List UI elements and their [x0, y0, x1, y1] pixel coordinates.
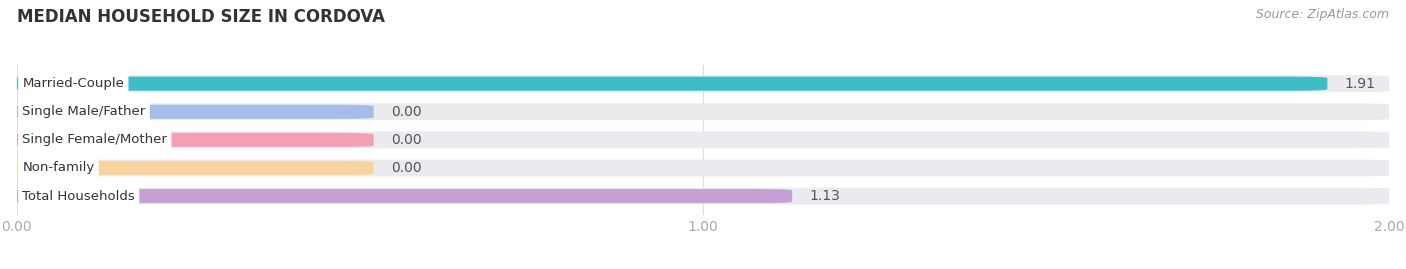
Text: 0.00: 0.00	[391, 105, 422, 119]
Text: Single Male/Father: Single Male/Father	[22, 105, 146, 118]
Text: Married-Couple: Married-Couple	[22, 77, 124, 90]
Text: 1.91: 1.91	[1344, 77, 1375, 91]
Text: Source: ZipAtlas.com: Source: ZipAtlas.com	[1256, 8, 1389, 21]
Text: MEDIAN HOUSEHOLD SIZE IN CORDOVA: MEDIAN HOUSEHOLD SIZE IN CORDOVA	[17, 8, 385, 26]
FancyBboxPatch shape	[17, 132, 1389, 148]
FancyBboxPatch shape	[17, 188, 1389, 204]
FancyBboxPatch shape	[17, 189, 792, 203]
FancyBboxPatch shape	[17, 161, 374, 175]
FancyBboxPatch shape	[17, 133, 374, 147]
Text: Total Households: Total Households	[22, 190, 135, 203]
Text: Non-family: Non-family	[22, 161, 94, 175]
FancyBboxPatch shape	[17, 103, 1389, 120]
Text: Single Female/Mother: Single Female/Mother	[22, 133, 167, 146]
FancyBboxPatch shape	[17, 75, 1389, 92]
Text: 1.13: 1.13	[810, 189, 841, 203]
FancyBboxPatch shape	[17, 160, 1389, 176]
Text: 0.00: 0.00	[391, 133, 422, 147]
FancyBboxPatch shape	[17, 105, 374, 119]
FancyBboxPatch shape	[17, 77, 1327, 91]
Text: 0.00: 0.00	[391, 161, 422, 175]
